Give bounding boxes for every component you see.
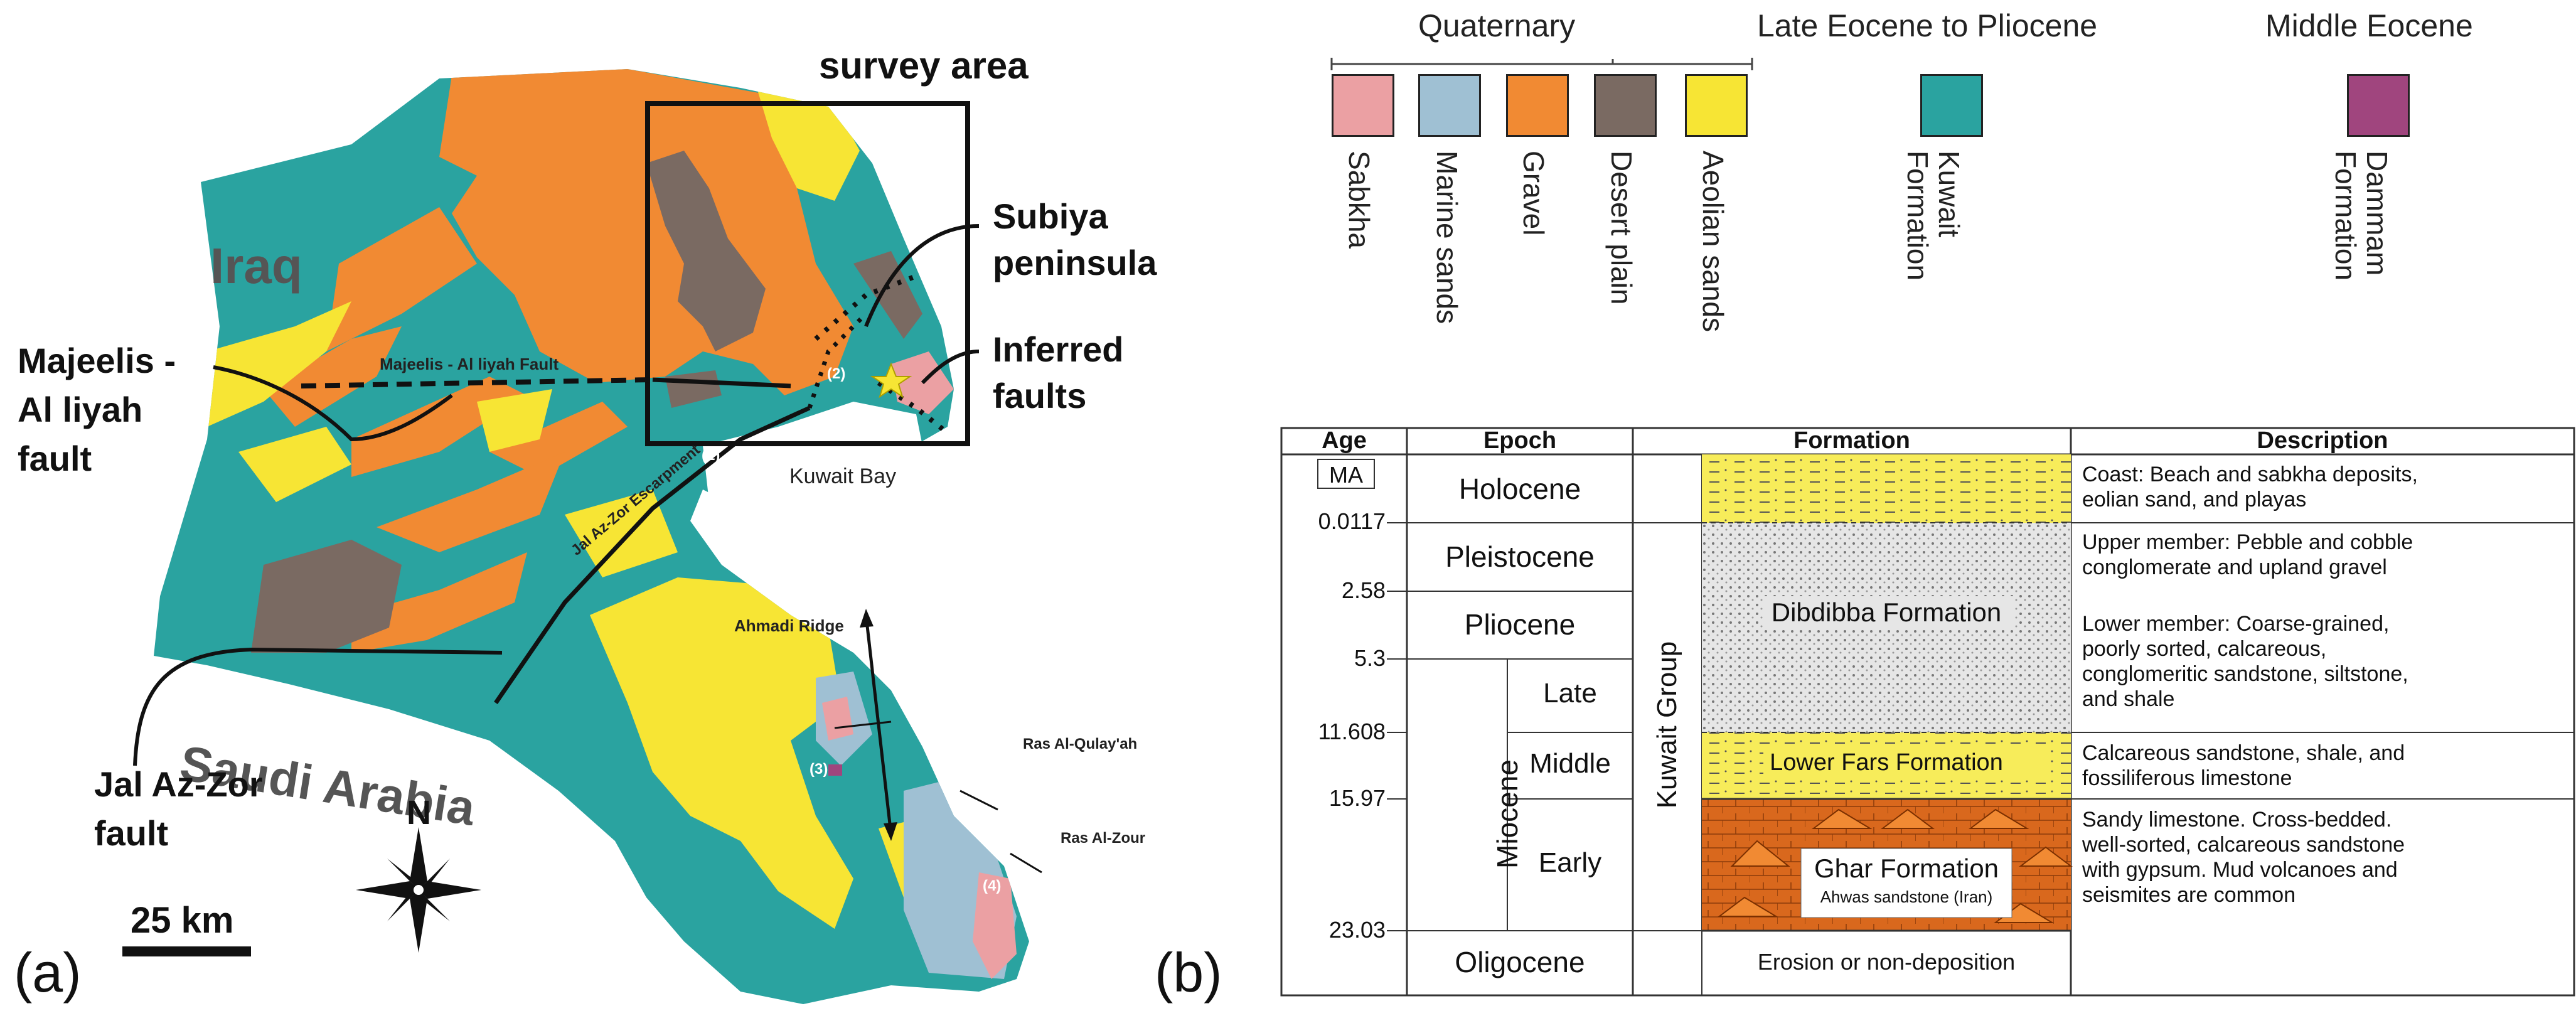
ras-qulayah-label: Ras Al-Qulay'ah — [1023, 736, 1138, 752]
table-grid — [1280, 427, 2575, 997]
legend-group-quaternary: Quaternary — [1418, 8, 1576, 43]
label-kuwait-line1: Kuwait — [1933, 151, 1965, 238]
subiya-label-line1: Subiya — [993, 196, 1108, 236]
sub-epoch-early: Early — [1538, 847, 1602, 878]
formation-dibdibba: Dibdibba Formation — [1771, 597, 2002, 627]
label-sabkha: Sabkha — [1343, 151, 1376, 249]
kuwait-group-label: Kuwait Group — [1652, 641, 1682, 809]
legend-group-middle-eocene: Middle Eocene — [2265, 8, 2473, 43]
swatch-desert-plain — [1594, 74, 1657, 137]
header-formation: Formation — [1793, 427, 1910, 454]
majeelis-label-line3: fault — [18, 439, 92, 478]
epoch-oligocene: Oligocene — [1455, 946, 1585, 978]
age-5.3: 5.3 — [1354, 645, 1386, 671]
inferred-faults-label-line1: Inferred — [993, 329, 1124, 369]
survey-area-box — [645, 101, 970, 446]
jal-label-line2: fault — [94, 813, 169, 853]
inferred-fault-line — [814, 274, 917, 341]
age-unit: MA — [1329, 462, 1363, 488]
site-2-label: (2) — [827, 365, 846, 382]
desc-ghar: Sandy limestone. Cross-bedded. well-sort… — [2082, 808, 2405, 907]
swatch-aeolian-sands — [1685, 74, 1748, 137]
legend-panel: Quaternary Late Eocene to Pliocene Middl… — [1280, 0, 2576, 414]
scale-label: 25 km — [131, 900, 234, 941]
age-23.03: 23.03 — [1328, 917, 1386, 943]
age-2.58: 2.58 — [1341, 577, 1386, 603]
site-5-label: (5) — [877, 601, 896, 618]
legend-group-late-eocene: Late Eocene to Pliocene — [1757, 8, 2098, 43]
age-11.608: 11.608 — [1318, 719, 1386, 744]
north-label: N — [407, 794, 431, 832]
site-3-label: (3) — [810, 761, 828, 778]
epoch-holocene: Holocene — [1458, 473, 1581, 505]
formation-ahwas: Ahwas sandstone (Iran) — [1820, 887, 1993, 906]
kuwait-bay — [703, 402, 922, 515]
swatch-kuwait-formation — [1920, 74, 1983, 137]
north-arrow-icon — [356, 827, 481, 953]
swatch-gravel — [1506, 74, 1569, 137]
desc-lower-fars: Calcareous sandstone, shale, and fossili… — [2082, 741, 2405, 790]
swatch-dammam-formation — [2347, 74, 2410, 137]
jal-label-line1: Jal Az-Zor — [94, 764, 263, 804]
desert-plain-unit — [646, 151, 766, 351]
label-kuwait-line2: Formation — [1901, 151, 1934, 281]
majeelis-label-line1: Majeelis - — [18, 341, 176, 380]
label-dammam-line2: Formation — [2329, 151, 2362, 281]
iraq-label: Iraq — [210, 238, 302, 294]
formation-lower-fars: Lower Fars Formation — [1770, 749, 2003, 776]
majeelis-fault-line — [301, 377, 653, 388]
formation-ghar: Ghar Formation — [1814, 854, 1999, 883]
site-4-label: (4) — [983, 877, 1002, 894]
desc-coast: Coast: Beach and sabkha deposits, eolian… — [2082, 463, 2418, 511]
stratigraphic-table: Age Epoch Formation Description MA 0.011… — [1280, 427, 2576, 998]
desc-upper-member: Upper member: Pebble and cobble conglome… — [2082, 530, 2413, 579]
survey-area-label: survey area — [819, 45, 1029, 87]
ahmadi-ridge-label: Ahmadi Ridge — [734, 616, 844, 635]
swatch-marine-sands — [1418, 74, 1481, 137]
age-0.0117: 0.0117 — [1318, 508, 1386, 534]
kuwait-bay-label: Kuwait Bay — [789, 464, 897, 488]
geologic-map-panel: survey area Iraq Saudi Arabia Subiya pen… — [0, 0, 1280, 1028]
panel-label-a: (a) — [14, 941, 82, 1004]
age-15.97: 15.97 — [1328, 785, 1386, 811]
label-dammam-line1: Dammam — [2361, 151, 2393, 276]
site-1-label: (1) — [702, 447, 720, 464]
label-desert-plain: Desert plain — [1605, 151, 1638, 305]
majeelis-fault-map-label: Majeelis - Al liyah Fault — [380, 355, 559, 373]
ras-zour-label: Ras Al-Zour — [1061, 830, 1146, 847]
sub-epoch-middle: Middle — [1529, 748, 1611, 779]
swatch-sabkha — [1332, 74, 1394, 137]
panel-label-b: (b) — [1155, 941, 1222, 1004]
label-marine-sands: Marine sands — [1431, 151, 1463, 324]
header-epoch: Epoch — [1483, 427, 1557, 454]
quaternary-bracket — [1330, 58, 1753, 70]
subiya-label-line2: peninsula — [993, 243, 1157, 282]
header-age: Age — [1322, 427, 1367, 454]
site-star-icon — [870, 362, 912, 399]
label-aeolian-sands: Aeolian sands — [1697, 151, 1729, 332]
sub-epoch-late: Late — [1543, 678, 1597, 709]
dammam-unit — [828, 764, 842, 776]
formation-erosion: Erosion or non-deposition — [1757, 949, 2016, 975]
epoch-pleistocene: Pleistocene — [1445, 540, 1595, 573]
header-description: Description — [2257, 427, 2388, 454]
majeelis-label-line2: Al liyah — [18, 390, 143, 429]
scale-bar — [122, 946, 251, 956]
desc-lower-member: Lower member: Coarse-grained, poorly sor… — [2082, 612, 2408, 711]
epoch-pliocene: Pliocene — [1464, 608, 1576, 641]
kuwait-geologic-map — [122, 69, 1042, 1004]
jal-az-zor-fault-line — [494, 405, 811, 704]
label-gravel: Gravel — [1517, 151, 1550, 236]
inferred-faults-label-line2: faults — [993, 376, 1087, 415]
